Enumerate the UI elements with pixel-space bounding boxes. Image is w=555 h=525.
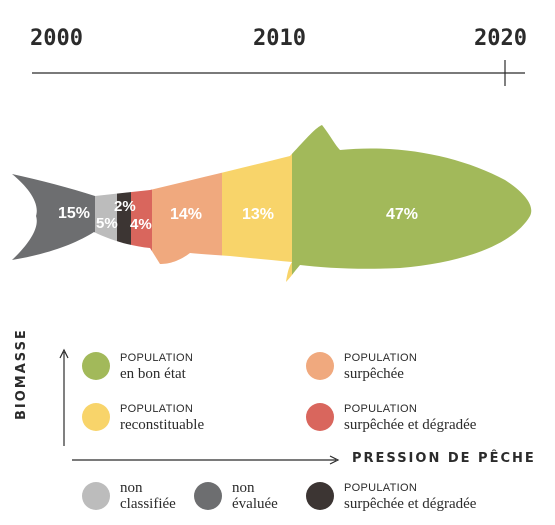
legend-top-label: POPULATION (120, 403, 194, 415)
segment-bon-etat (292, 125, 532, 282)
legend-bottom-label: surpêchée (344, 366, 404, 382)
legend-item-surpechee: POPULATION surpêchée (306, 350, 417, 382)
legend-bottom-label: reconstituable (120, 417, 205, 433)
legend-bottom-label: classifiée (120, 496, 176, 512)
legend-bottom-label: en bon état (120, 366, 186, 382)
legend-top-label: POPULATION (120, 352, 194, 364)
tick-label-2010: 2010 (253, 26, 306, 51)
legend-top-label: non (120, 480, 143, 496)
label-surpechee: 14% (170, 206, 202, 223)
legend-swatch (82, 352, 110, 380)
x-axis-label: PRESSION DE PÊCHE (352, 451, 536, 466)
legend-swatch (306, 403, 334, 431)
legend-item-non-evaluee: non évaluée (194, 480, 278, 512)
legend-item-bon-etat: POPULATION en bon état (82, 350, 193, 382)
legend-item-surpechee-degradee: POPULATION surpêchée et dégradée (306, 401, 476, 433)
legend-swatch (194, 482, 222, 510)
legend-swatch (306, 352, 334, 380)
legend-swatch (82, 403, 110, 431)
fish-body (12, 125, 532, 282)
label-reconstituable: 13% (242, 206, 274, 223)
legend-swatch (306, 482, 334, 510)
legend-top-label: non (232, 480, 255, 496)
tick-label-2020: 2020 (474, 26, 527, 51)
legend-swatch (82, 482, 110, 510)
legend-top-label: POPULATION (344, 403, 418, 415)
label-surpechee-degradee: 4% (130, 216, 152, 233)
segment-non-evaluee (12, 125, 95, 282)
timeline: 2000 2010 2020 (30, 26, 527, 86)
x-axis-arrow (329, 455, 340, 465)
legend-bottom-label: évaluée (232, 496, 278, 512)
segment-reconstituable (222, 125, 292, 282)
legend-bottom-label: surpêchée et dégradée (344, 417, 477, 433)
legend-item-non-classifiee: non classifiée (82, 480, 176, 512)
y-axis-label: BIOMASSE (14, 328, 29, 420)
axes (59, 348, 340, 465)
label-non-evaluee: 15% (58, 205, 90, 222)
legend-top-label: POPULATION (344, 352, 418, 364)
y-axis-arrow (59, 348, 69, 359)
legend-top-label: POPULATION (344, 482, 418, 494)
label-surpechee-degradee-dark: 2% (114, 198, 136, 215)
label-bon-etat: 47% (386, 206, 418, 223)
segment-surpechee (152, 125, 222, 282)
legend-item-reconstituable: POPULATION reconstituable (82, 401, 204, 433)
legend-item-surpechee-degradee-dark: POPULATION surpêchée et dégradée (306, 480, 476, 512)
label-non-classifiee: 5% (96, 215, 118, 232)
tick-label-2000: 2000 (30, 26, 83, 51)
legend-bottom-label: surpêchée et dégradée (344, 496, 477, 512)
